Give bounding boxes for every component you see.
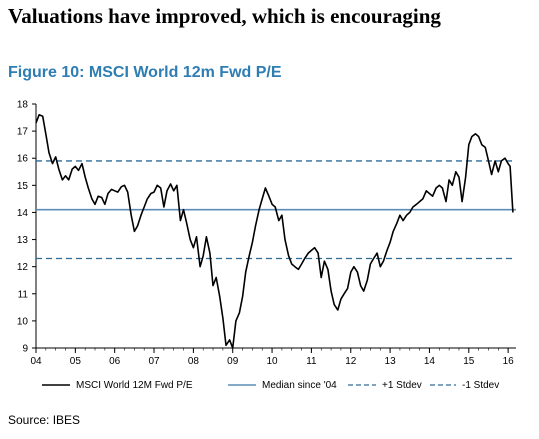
source-note: Source: IBES: [8, 413, 81, 427]
legend-median-label: Median since '04: [262, 380, 337, 391]
x-tick-label: 08: [188, 356, 200, 367]
x-tick-label: 09: [227, 356, 239, 367]
pe-chart: 9 10 11 12 13 14 15 16 17 18 04 05 06 07 08 09 10 11 12 13…: [17, 100, 516, 391]
y-tick-label: 14: [17, 208, 29, 219]
x-tick-label: 10: [267, 356, 279, 367]
legend-plus-stdev-label: +1 Stdev: [382, 380, 422, 391]
y-tick-label: 18: [17, 100, 29, 111]
y-tick-label: 10: [17, 316, 29, 327]
x-tick-label: 16: [503, 356, 515, 367]
y-tick-label: 11: [18, 289, 29, 300]
x-tick-label: 12: [345, 356, 357, 367]
x-tick-label: 07: [148, 356, 160, 367]
legend-minus-stdev-label: -1 Stdev: [462, 380, 499, 391]
x-tick-label: 14: [424, 356, 436, 367]
figure-title: Figure 10: MSCI World 12m Fwd P/E: [8, 64, 282, 81]
y-tick-label: 17: [17, 127, 29, 138]
headline: Valuations have improved, which is encou…: [8, 4, 441, 28]
pe-series-line: [35, 114, 514, 349]
y-tick-label: 15: [17, 181, 29, 192]
y-tick-label: 16: [17, 154, 29, 165]
x-tick-label: 06: [109, 356, 121, 367]
y-tick-label: 9: [22, 344, 28, 355]
y-tick-label: 13: [17, 235, 29, 246]
x-tick-label: 11: [306, 356, 317, 367]
x-tick-label: 04: [30, 356, 42, 367]
legend-pe-label: MSCI World 12M Fwd P/E: [76, 380, 193, 391]
x-tick-label: 13: [385, 356, 397, 367]
x-tick-label: 05: [70, 356, 82, 367]
x-tick-label: 15: [463, 356, 475, 367]
y-tick-label: 12: [17, 262, 29, 273]
